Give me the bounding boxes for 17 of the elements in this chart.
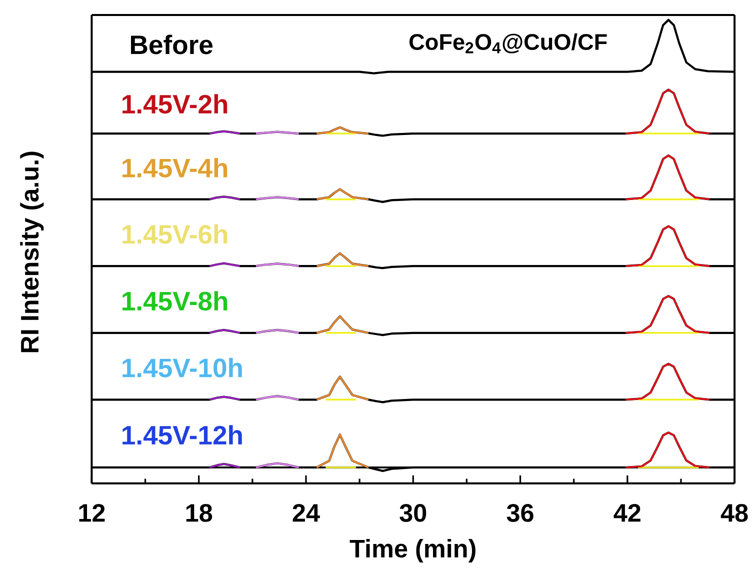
x-tick-label: 36	[506, 504, 534, 522]
chart-title: Before	[131, 34, 213, 54]
y-axis-title: RI Intensity (a.u.)	[20, 152, 44, 352]
chart-title: 1.45V-8h	[122, 291, 228, 311]
x-tick-label: 24	[292, 504, 320, 522]
chart-title: 1.45V-4h	[122, 158, 228, 178]
chart-title: 1.45V-6h	[122, 224, 228, 244]
x-axis-title: Time (min)	[350, 538, 476, 563]
chart-title: 1.45V-2h	[122, 94, 228, 114]
annotation: CoFe$_{2}$O$_{4}$@CuO/CF	[409, 33, 607, 54]
x-tick-label: 12	[79, 504, 105, 522]
chart-title: 1.45V-12h	[122, 425, 242, 445]
x-tick-label: 30	[400, 504, 426, 522]
x-tick-label: 42	[614, 504, 640, 522]
x-tick-label: 48	[720, 504, 748, 522]
chart-title: 1.45V-10h	[122, 358, 242, 378]
x-tick-label: 18	[186, 504, 212, 522]
